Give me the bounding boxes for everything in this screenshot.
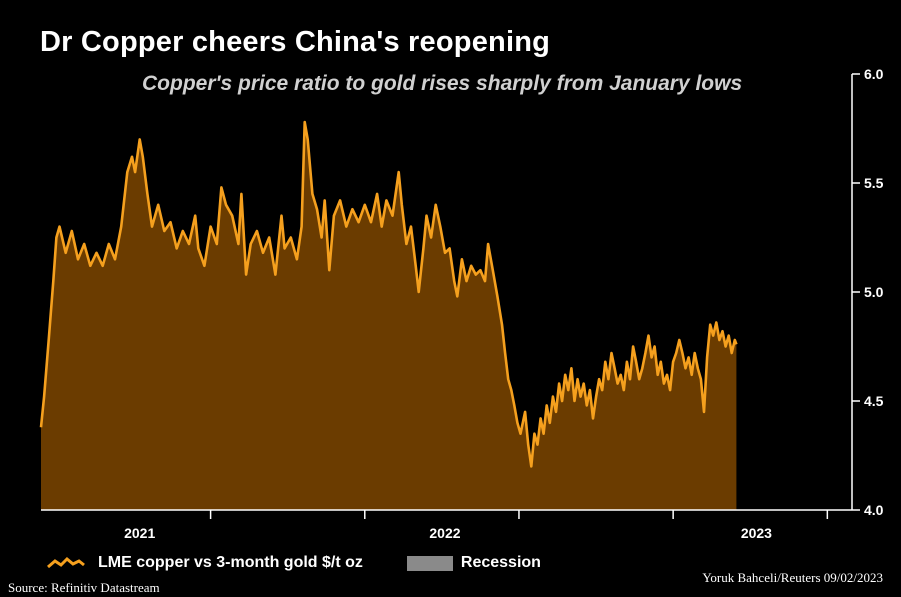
y-ticks: 4.0 4.5 5.0 5.5 6.0	[852, 66, 884, 518]
y-tick-label: 6.0	[864, 66, 884, 82]
y-tick-label: 4.5	[864, 393, 884, 409]
legend-item-series: LME copper vs 3-month gold $/t oz	[46, 553, 363, 573]
x-ticks: 2021 2022 2023	[124, 510, 829, 541]
credit-note: Yoruk Bahceli/Reuters 09/02/2023	[702, 570, 883, 585]
series-line	[39, 120, 738, 468]
x-tick-label: 2022	[429, 525, 460, 541]
series-area	[41, 122, 737, 510]
legend-item-recession: Recession	[406, 554, 541, 572]
legend-recession-label: Recession	[460, 554, 541, 571]
x-tick-label: 2023	[741, 525, 772, 541]
x-tick-label: 2021	[124, 525, 155, 541]
y-tick-label: 5.0	[864, 284, 884, 300]
source-note: Source: Refinitiv Datastream	[8, 580, 160, 595]
legend: LME copper vs 3-month gold $/t oz Recess…	[46, 552, 585, 574]
y-tick-label: 5.5	[864, 175, 884, 191]
chart-title: Dr Copper cheers China's reopening	[40, 26, 551, 58]
y-tick-label: 4.0	[864, 502, 884, 518]
chart-subtitle: Copper's price ratio to gold rises sharp…	[142, 72, 743, 95]
recession-swatch-icon	[406, 555, 453, 571]
legend-series-label: LME copper vs 3-month gold $/t oz	[98, 554, 363, 571]
series-line-icon	[47, 556, 85, 569]
